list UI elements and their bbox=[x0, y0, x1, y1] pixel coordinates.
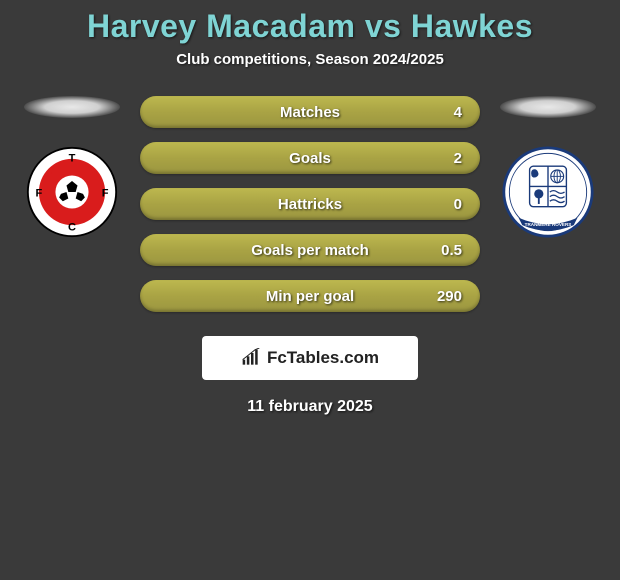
vs-text: vs bbox=[365, 8, 402, 44]
stat-value: 2 bbox=[454, 150, 462, 167]
stat-label: Goals per match bbox=[251, 242, 369, 259]
player1-name: Harvey Macadam bbox=[87, 8, 355, 44]
stats-column: Matches 4 Goals 2 Hattricks 0 Goals per … bbox=[140, 96, 480, 312]
stat-value: 290 bbox=[437, 288, 462, 305]
player2-photo-placeholder bbox=[500, 96, 596, 118]
bar-chart-icon bbox=[241, 348, 261, 368]
page-title: Harvey Macadam vs Hawkes bbox=[0, 8, 620, 45]
club2-crest: TRANMERE ROVERS bbox=[502, 146, 594, 238]
date-line: 11 february 2025 bbox=[0, 398, 620, 416]
svg-text:F: F bbox=[102, 188, 109, 200]
club2-crest-svg: TRANMERE ROVERS bbox=[502, 146, 594, 238]
stat-value: 4 bbox=[454, 104, 462, 121]
stat-bar-matches: Matches 4 bbox=[140, 96, 480, 128]
svg-text:F: F bbox=[36, 188, 43, 200]
main-row: T F F C Matches 4 Goals 2 bbox=[0, 96, 620, 312]
stat-bar-hattricks: Hattricks 0 bbox=[140, 188, 480, 220]
branding-text: FcTables.com bbox=[267, 348, 379, 368]
player1-photo-placeholder bbox=[24, 96, 120, 118]
stat-label: Matches bbox=[280, 104, 340, 121]
stat-bar-min-per-goal: Min per goal 290 bbox=[140, 280, 480, 312]
svg-text:T: T bbox=[69, 153, 76, 165]
branding-box[interactable]: FcTables.com bbox=[202, 336, 418, 380]
player2-name: Hawkes bbox=[411, 8, 533, 44]
stat-value: 0 bbox=[454, 196, 462, 213]
right-column: TRANMERE ROVERS bbox=[498, 96, 598, 238]
stat-bar-goals-per-match: Goals per match 0.5 bbox=[140, 234, 480, 266]
stat-label: Goals bbox=[289, 150, 331, 167]
stat-label: Hattricks bbox=[278, 196, 342, 213]
svg-text:TRANMERE ROVERS: TRANMERE ROVERS bbox=[525, 222, 572, 227]
club1-crest: T F F C bbox=[26, 146, 118, 238]
svg-text:C: C bbox=[68, 222, 76, 234]
stat-bar-goals: Goals 2 bbox=[140, 142, 480, 174]
stat-label: Min per goal bbox=[266, 288, 354, 305]
left-column: T F F C bbox=[22, 96, 122, 238]
club1-crest-svg: T F F C bbox=[26, 146, 118, 238]
subtitle: Club competitions, Season 2024/2025 bbox=[0, 51, 620, 68]
comparison-card: Harvey Macadam vs Hawkes Club competitio… bbox=[0, 0, 620, 416]
stat-value: 0.5 bbox=[441, 242, 462, 259]
